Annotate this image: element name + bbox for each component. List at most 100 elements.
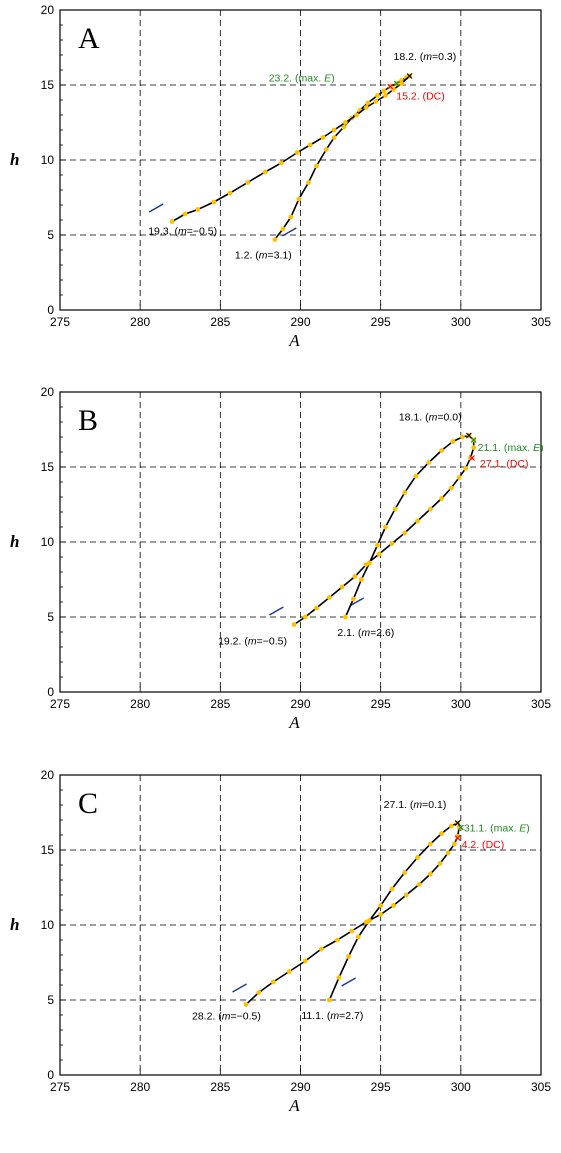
annotation-marker-turn xyxy=(465,432,472,439)
start-dash-mark xyxy=(341,977,356,987)
y-axis-label: h xyxy=(10,150,19,169)
annotation-close: ) xyxy=(441,91,445,103)
data-point xyxy=(306,180,311,185)
annotation-marker-dc xyxy=(387,83,394,90)
annotation-close: ) xyxy=(526,823,530,835)
data-point xyxy=(450,439,456,444)
annotation-param: m xyxy=(423,51,432,63)
data-point xyxy=(182,211,188,217)
data-point xyxy=(245,180,250,185)
y-tick-label: 10 xyxy=(41,535,55,549)
y-axis-label: h xyxy=(10,915,19,934)
annotation-marker-max-e xyxy=(457,824,464,831)
data-point xyxy=(399,81,404,86)
marker-stroke xyxy=(469,455,475,461)
data-point xyxy=(288,214,294,220)
annotation-label: 1.2. (m=3.1) xyxy=(235,250,292,262)
y-tick-label: 15 xyxy=(41,843,55,857)
annotation-id: 18.2. ( xyxy=(394,51,424,63)
data-point xyxy=(427,871,433,877)
data-point xyxy=(331,127,337,133)
annotation-id: 31.1. ( xyxy=(464,823,494,835)
annotation-marker-max-e xyxy=(470,437,477,443)
panel-label: A xyxy=(78,22,100,55)
data-point xyxy=(278,160,284,166)
data-point xyxy=(314,605,319,611)
x-tick-label: 275 xyxy=(50,1080,70,1094)
data-point xyxy=(463,466,469,471)
x-tick-label: 280 xyxy=(130,1080,150,1094)
marker-stroke xyxy=(387,83,394,90)
data-point xyxy=(378,912,384,917)
y-tick-label: 10 xyxy=(41,918,55,932)
annotation-close: ) xyxy=(540,442,544,454)
data-point xyxy=(169,219,175,224)
annotation-param: m xyxy=(248,636,257,648)
data-point xyxy=(342,614,348,620)
annotation-note: DC xyxy=(510,458,526,470)
marker-stroke xyxy=(470,437,477,443)
annotation-close: ) xyxy=(331,73,335,85)
data-point xyxy=(331,135,337,140)
data-point xyxy=(375,542,380,548)
annotation-marker-dc xyxy=(469,455,475,461)
data-point xyxy=(378,903,384,908)
data-point xyxy=(471,445,477,450)
annotation-note: DC xyxy=(486,839,502,851)
annotation-id: 19.2. ( xyxy=(218,636,248,648)
x-axis-label: A xyxy=(288,713,300,732)
annotation-label: 4.2. (DC) xyxy=(462,839,505,851)
data-point xyxy=(365,100,371,106)
annotation-marker-dc xyxy=(454,835,461,841)
y-tick-label: 0 xyxy=(47,685,54,699)
panel-label: B xyxy=(78,404,98,437)
x-tick-label: 305 xyxy=(531,315,551,329)
data-point xyxy=(211,199,217,205)
annotation-close: ) xyxy=(501,839,505,851)
annotation-label: 21.1. (max. E) xyxy=(478,442,544,454)
data-point xyxy=(355,934,361,940)
annotation-marker-turn xyxy=(454,820,461,826)
y-tick-label: 0 xyxy=(47,1068,54,1082)
start-dash-mark xyxy=(281,227,297,237)
annotation-value: =−0.5) xyxy=(257,636,287,648)
marker-stroke xyxy=(406,73,413,79)
data-point xyxy=(320,135,326,140)
data-point xyxy=(460,434,465,440)
y-tick-label: 15 xyxy=(41,78,55,92)
data-point xyxy=(383,93,388,98)
annotation-note-symbol: E xyxy=(324,73,332,85)
data-point xyxy=(402,490,408,495)
data-point xyxy=(448,485,454,491)
annotation-value: =2.7) xyxy=(339,1010,363,1022)
annotation-id: 11.1. ( xyxy=(301,1010,330,1022)
data-point xyxy=(437,861,443,866)
annotation-id: 21.1. ( xyxy=(478,442,508,454)
x-tick-label: 305 xyxy=(531,697,551,711)
y-tick-label: 0 xyxy=(47,303,54,317)
data-point xyxy=(323,147,329,152)
data-point xyxy=(427,841,433,847)
annotation-value: =−0.5) xyxy=(187,226,217,238)
y-tick-label: 5 xyxy=(47,993,54,1007)
annotation-id: 18.1. ( xyxy=(399,412,429,424)
data-point xyxy=(376,551,382,557)
annotation-id: 19.3. ( xyxy=(148,226,178,238)
annotation-marker-max-e xyxy=(393,80,400,87)
annotation-label: 23.2. (max. E) xyxy=(269,73,335,85)
x-tick-label: 295 xyxy=(371,697,391,711)
annotation-label: 11.1. (m=2.7) xyxy=(301,1010,363,1022)
x-tick-label: 280 xyxy=(130,315,150,329)
data-point xyxy=(363,919,369,925)
marker-stroke xyxy=(465,432,472,439)
data-point xyxy=(456,475,462,480)
data-point xyxy=(256,990,262,995)
data-point xyxy=(392,506,398,512)
y-tick-label: 15 xyxy=(41,460,55,474)
x-tick-label: 275 xyxy=(50,315,70,329)
data-point xyxy=(351,596,356,602)
data-point xyxy=(375,93,380,98)
data-point xyxy=(195,207,201,212)
data-point xyxy=(402,870,408,875)
annotation-id: 23.2. ( xyxy=(269,73,299,85)
